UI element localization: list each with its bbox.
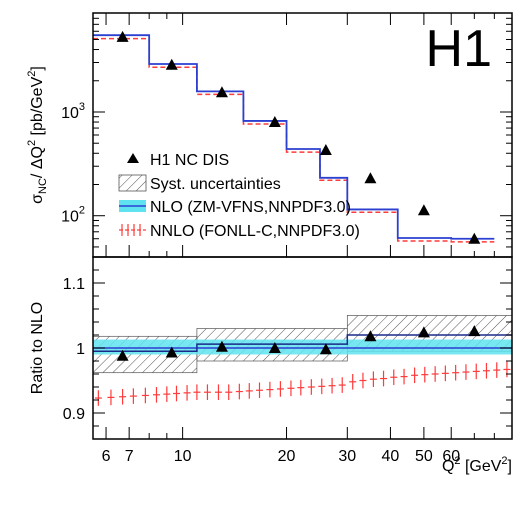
legend-label-syst: Syst. uncertainties <box>150 176 281 193</box>
ratio-nlo-band-group <box>93 339 512 355</box>
x-tick-label: 30 <box>338 448 356 465</box>
y-tick-label-exp: 2 <box>79 205 85 217</box>
x-tick-label: 40 <box>382 448 400 465</box>
ylabel-sigma: σ <box>29 194 46 204</box>
ratio-lines-group <box>93 334 512 352</box>
y-tick-label-top: 103 <box>61 101 85 122</box>
legend-entry-nlo: NLO (ZM-VFNS,NNPDF3.0) <box>119 199 351 216</box>
xlabel-unit: [GeV <box>461 458 502 475</box>
ylabel-sq: 2 <box>26 140 38 146</box>
xlabel-sq: 2 <box>454 455 460 467</box>
x-tick-label: 50 <box>415 448 433 465</box>
x-tick-label: 20 <box>278 448 296 465</box>
ratio-point-marker <box>165 346 178 358</box>
y-tick-label-base: 10 <box>61 209 79 226</box>
nlo-step-line <box>93 34 495 240</box>
legend-entry-nnlo: NNLO (FONLL-C,NNPDF3.0) <box>119 223 360 240</box>
x-axis-title: Q2 [GeV2] <box>442 455 512 475</box>
top-y-axis-title: σNC/ ΔQ2 [pb/GeV2] <box>26 66 49 204</box>
data-point-marker <box>468 232 481 244</box>
axis-ticks-group <box>93 12 513 440</box>
xlabel-sq2: 2 <box>501 455 507 467</box>
y-tick-label-bottom: 1 <box>76 341 85 358</box>
y-tick-label-exp: 3 <box>79 101 85 113</box>
legend-hatch-swatch <box>118 174 147 192</box>
nnlo-step-line <box>93 37 495 243</box>
y-tick-label-bottom: 0.9 <box>63 406 85 423</box>
data-point-marker <box>215 86 228 98</box>
data-point-marker <box>116 30 129 42</box>
ratio-point-marker <box>215 340 228 352</box>
legend-entry-syst: Syst. uncertainties <box>118 174 281 193</box>
ylabel-sq2: 2 <box>26 71 38 77</box>
y-tick-label-bottom: 1.1 <box>63 276 85 293</box>
ratio-point-marker <box>417 326 430 338</box>
ratio-point-marker <box>319 343 332 355</box>
legend-label-nnlo: NNLO (FONLL-C,NNPDF3.0) <box>150 223 360 240</box>
experiment-logo-text: H1 <box>426 20 492 78</box>
legend-entry-data: H1 NC DIS <box>127 152 229 169</box>
ylabel-close: ] <box>29 66 46 70</box>
ratio-points-group <box>116 325 481 361</box>
x-tick-label: 6 <box>102 448 111 465</box>
data-point-marker <box>364 172 377 184</box>
nlo-uncertainty-band <box>93 339 512 355</box>
xlabel-close: ] <box>508 458 512 475</box>
ylabel-unit: [pb/GeV <box>29 76 46 139</box>
legend: H1 NC DIS Syst. uncertainties NLO (ZM-VF… <box>118 152 360 240</box>
ratio-point-marker <box>468 325 481 337</box>
data-point-marker <box>268 116 281 128</box>
y-tick-label-top: 102 <box>61 205 85 226</box>
x-tick-label: 7 <box>125 448 134 465</box>
x-tick-label: 10 <box>174 448 192 465</box>
ratio-nnlo-group <box>94 361 511 406</box>
ylabel-nc: NC <box>37 178 49 194</box>
data-point-marker <box>319 144 332 156</box>
x-tick-label: 60 <box>442 448 460 465</box>
legend-triangle-marker <box>127 153 139 163</box>
data-point-marker <box>417 204 430 216</box>
bottom-y-axis-title: Ratio to NLO <box>29 302 46 394</box>
ylabel-rest: / ΔQ <box>29 146 46 178</box>
xsec-steps-group <box>93 34 495 243</box>
xlabel-q: Q <box>442 458 454 475</box>
model-ratio-step-line <box>93 334 512 352</box>
ratio-point-marker <box>364 330 377 342</box>
ratio-point-marker <box>116 349 129 361</box>
data-point-marker <box>165 58 178 70</box>
legend-label-nlo: NLO (ZM-VFNS,NNPDF3.0) <box>150 199 351 216</box>
ratio-point-marker <box>268 342 281 353</box>
legend-label-data: H1 NC DIS <box>150 152 229 169</box>
xsec-points-group <box>116 30 481 244</box>
y-tick-label-base: 10 <box>61 105 79 122</box>
